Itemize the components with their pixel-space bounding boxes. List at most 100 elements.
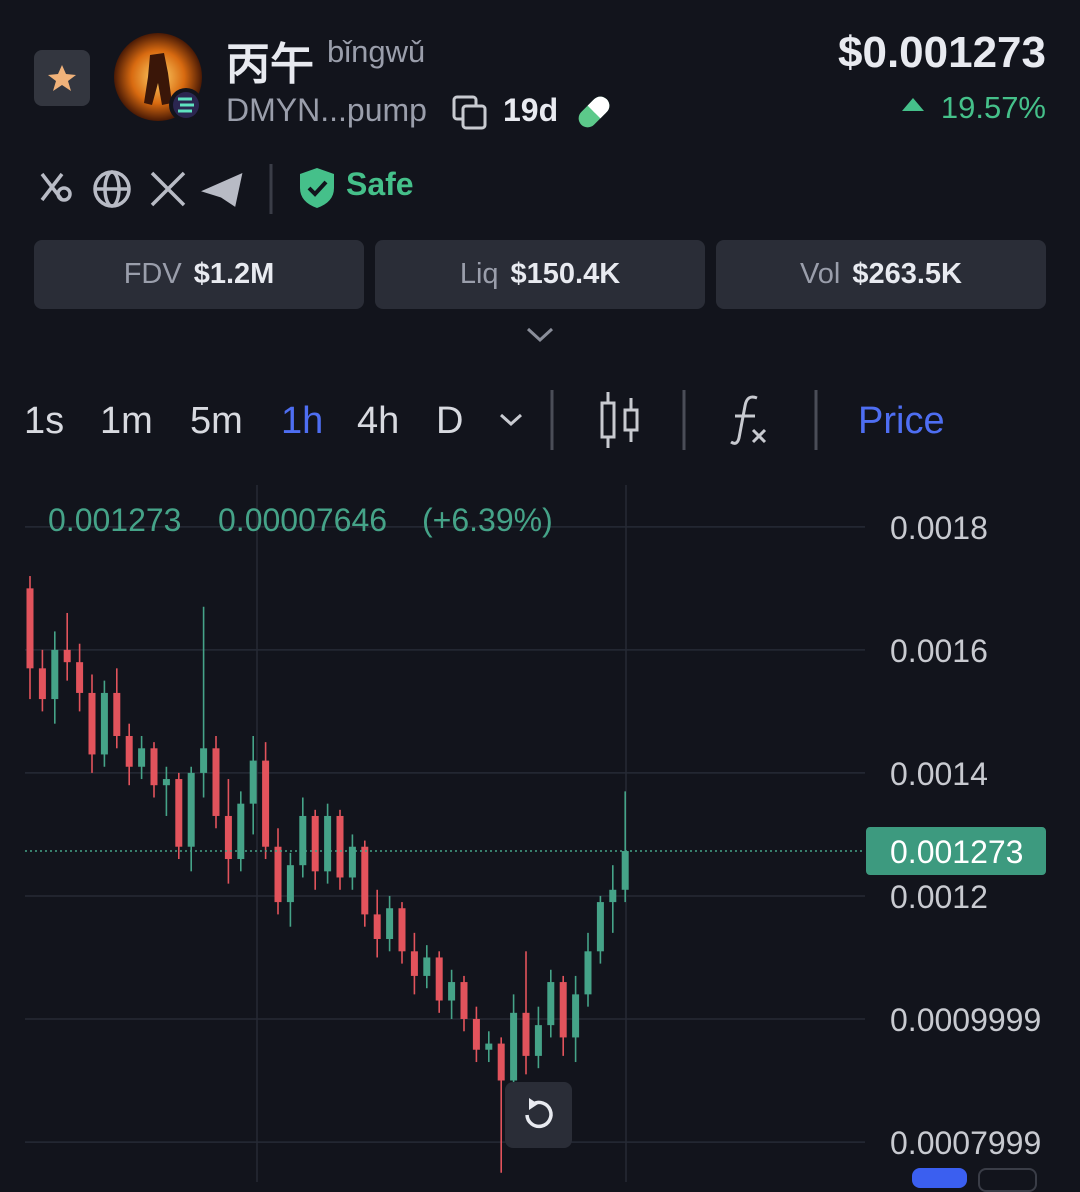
candle-body <box>485 1043 493 1050</box>
x-icon[interactable] <box>150 171 186 207</box>
timeframe-button[interactable]: 5m <box>190 400 243 442</box>
candle-body <box>534 1025 542 1056</box>
candle-body <box>410 951 418 976</box>
candle-body <box>100 692 108 755</box>
y-tick-label: 0.0016 <box>890 633 988 669</box>
candle-body <box>596 902 604 952</box>
candle-body <box>336 815 344 878</box>
reset-button[interactable] <box>505 1082 572 1148</box>
candle-body <box>324 815 332 872</box>
candle-body <box>497 1043 505 1081</box>
candle-body <box>113 692 121 736</box>
stat-label: Vol <box>800 258 841 290</box>
token-address: DMYN...pump <box>226 92 427 128</box>
legend-close: 0.001273 <box>48 502 181 538</box>
stat-box: Vol $263.5K <box>716 240 1046 309</box>
legend-change-pct: (+6.39%) <box>422 502 553 538</box>
candle-body <box>175 779 183 847</box>
candle-body <box>76 662 84 693</box>
timeframe-button[interactable]: 1s <box>24 400 65 442</box>
y-tick-label: 0.0018 <box>890 510 988 546</box>
star-icon <box>48 65 76 91</box>
candle-body <box>460 982 468 1019</box>
candle-body <box>621 851 629 890</box>
up-arrow <box>902 98 924 111</box>
mode-button[interactable] <box>912 1168 967 1188</box>
candle-body <box>125 735 133 767</box>
y-tick-label: 0.0007999 <box>890 1125 1041 1161</box>
candle-body <box>63 649 71 663</box>
candlestick-chart: 0.0018 0.0016 0.0014 0.0012 0.0009999 0.00079… <box>25 485 1046 1182</box>
candle-body <box>559 982 567 1038</box>
candle-body <box>510 1012 518 1081</box>
token-pinyin: bǐngwǔ <box>327 34 426 69</box>
stat-value: $1.2M <box>193 258 275 290</box>
pill-icon <box>578 96 610 128</box>
candle-body <box>448 982 456 1001</box>
candle-body <box>212 748 220 816</box>
timeframe-button[interactable]: D <box>436 400 464 442</box>
candle-body <box>584 951 592 995</box>
telegram-icon[interactable] <box>201 173 243 207</box>
candle-body <box>224 815 232 860</box>
y-tick-label: 0.0009999 <box>890 1002 1041 1038</box>
candle-body <box>262 760 270 847</box>
candle-body <box>88 692 96 755</box>
reset-icon <box>525 1098 553 1129</box>
stat-value: $150.4K <box>510 258 621 290</box>
candle-body <box>398 908 406 952</box>
timeframe-dropdown[interactable] <box>499 413 523 427</box>
candle-body <box>348 846 356 878</box>
candle-body <box>38 668 46 700</box>
candle-body <box>373 914 381 940</box>
candle-body <box>162 779 170 786</box>
stat-label: Liq <box>459 258 499 290</box>
stat-label: FDV <box>123 258 182 290</box>
candle-body <box>547 982 555 1026</box>
candle-body <box>472 1018 480 1050</box>
candle-body <box>51 649 59 700</box>
candle-type-icon[interactable] <box>600 392 639 448</box>
timeframe-button[interactable]: 1m <box>100 400 153 442</box>
candle-body <box>423 957 431 976</box>
candle-body <box>361 846 369 915</box>
token-name: 丙午 <box>226 40 314 89</box>
candle-body <box>200 748 208 773</box>
favorite-button[interactable] <box>34 50 90 106</box>
y-tick-label: 0.0014 <box>890 756 988 792</box>
timeframe-button[interactable]: 1h <box>281 400 324 442</box>
candle-body <box>274 846 282 903</box>
y-tick-label: 0.0012 <box>890 879 988 915</box>
candle-body <box>237 803 245 860</box>
expand-chevron[interactable] <box>525 325 555 345</box>
candle-body <box>435 957 443 1001</box>
candle-body <box>299 815 307 866</box>
candle-body <box>386 908 394 940</box>
stat-value: $263.5K <box>852 258 962 290</box>
stat-box: FDV $1.2M <box>34 240 364 309</box>
last-price-label: 0.001273 <box>890 834 1023 870</box>
social-icons <box>40 164 334 214</box>
timeframe-button[interactable]: 4h <box>357 400 400 442</box>
token-age: 19d <box>503 92 559 128</box>
candle-body <box>609 889 617 903</box>
price-change: 19.57% <box>940 90 1046 125</box>
candle-body <box>522 1012 530 1056</box>
candle-body <box>311 815 319 872</box>
stat-box: Liq $150.4K <box>375 240 705 309</box>
copy-icon[interactable] <box>450 93 490 133</box>
safety-badge: Safe <box>346 166 414 202</box>
price-tab[interactable]: Price <box>858 400 945 442</box>
token-avatar <box>114 33 203 122</box>
candle-body <box>187 772 195 847</box>
candle-body <box>26 588 34 669</box>
candle-body <box>572 994 580 1038</box>
candle-body <box>286 865 294 903</box>
legend-change: 0.00007646 <box>218 502 387 538</box>
indicator-icon[interactable] <box>730 395 767 445</box>
candle-body <box>150 748 158 786</box>
mode-button[interactable] <box>978 1168 1037 1192</box>
candle-body <box>138 748 146 767</box>
